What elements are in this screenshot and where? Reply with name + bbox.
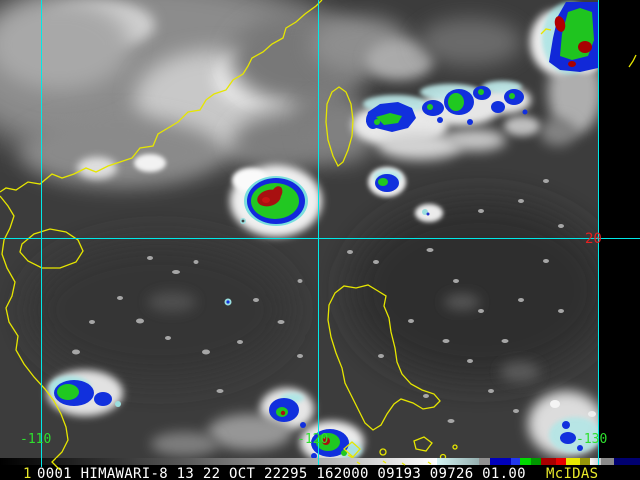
colorbar-segment	[541, 458, 556, 465]
coastline-taiwan	[325, 86, 354, 168]
coastline-vietnam	[0, 195, 69, 458]
coastline-islands	[343, 441, 361, 458]
colorbar-segment	[490, 458, 511, 465]
coastline-ryukyu	[540, 28, 552, 35]
colorbar-segment	[437, 458, 479, 465]
coastline-hainan	[19, 228, 84, 269]
colorbar-segment	[511, 458, 520, 465]
colorbar-segment	[614, 458, 640, 465]
enhancement-colorbar	[0, 458, 640, 465]
colorbar-segment	[580, 458, 590, 465]
coastline-overlay	[0, 0, 637, 458]
satellite-image: -110 -120 -130 20	[0, 0, 640, 458]
colorbar-segment	[590, 458, 601, 465]
colorbar-segment	[566, 458, 580, 465]
coastline-luzon	[327, 284, 441, 431]
colorbar-segment	[556, 458, 566, 465]
annotation-bar: 1 0001 HIMAWARI-8 13 22 OCT 22295 162000…	[0, 465, 640, 480]
colorbar-segment	[0, 458, 437, 465]
colorbar-segment	[531, 458, 541, 465]
image-info-text: 0001 HIMAWARI-8 13 22 OCT 22295 162000 0…	[37, 466, 526, 480]
longitude-label-130: -130	[576, 432, 607, 447]
longitude-label-120: -120	[297, 432, 328, 447]
longitude-label-110: -110	[20, 432, 51, 447]
mcidas-brand: McIDAS	[546, 466, 599, 480]
grid-labels: -110 -120 -130 20	[20, 231, 607, 447]
grid-overlay	[0, 0, 640, 458]
coastline-okinawa	[628, 54, 637, 68]
image-right-margin	[599, 0, 640, 458]
coastline-china	[0, 0, 323, 193]
cloud-layer	[0, 0, 604, 458]
frame-number: 1	[23, 466, 32, 480]
latitude-label-20: 20	[585, 231, 602, 247]
enhancement-layer	[49, 2, 601, 458]
colorbar-segment	[601, 458, 614, 465]
colorbar-segment	[479, 458, 490, 465]
colorbar-segment	[520, 458, 531, 465]
